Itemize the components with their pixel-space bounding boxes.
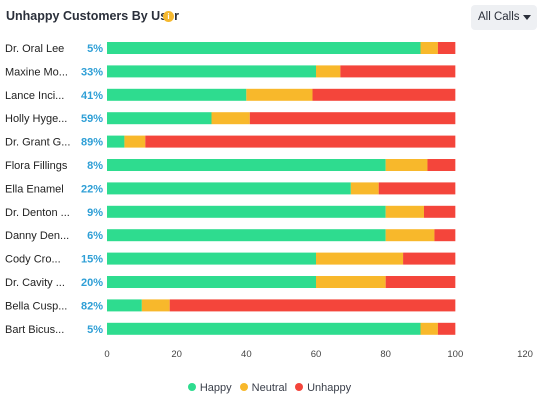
bar-segment-unhappy: [145, 135, 456, 148]
bar-segment-neutral: [385, 205, 424, 218]
category-label: Lance Inci...: [5, 90, 64, 102]
bar-segment-neutral: [420, 322, 438, 335]
legend-dot: [239, 383, 248, 391]
unhappy-percent-label: 8%: [87, 160, 103, 172]
bar-segment-happy: [107, 65, 316, 78]
unhappy-percent-label: 89%: [81, 137, 103, 149]
bar-segment-neutral: [316, 65, 341, 78]
bar-segment-neutral: [316, 276, 386, 288]
bar-segment-unhappy: [423, 205, 456, 218]
bar-segment-neutral: [316, 252, 404, 265]
bar-segment-happy: [107, 229, 386, 242]
caret-down-icon: [523, 15, 531, 20]
legend-item-neutral[interactable]: Neutral: [239, 382, 288, 394]
category-label: Danny Den...: [5, 230, 69, 242]
legend-label: Happy: [199, 382, 232, 394]
bar-segment-happy: [107, 322, 421, 335]
bar-segment-happy: [107, 112, 212, 125]
bar-segment-happy: [107, 159, 386, 171]
category-label: Holly Hyge...: [5, 113, 67, 125]
category-label: Dr. Cavity ...: [5, 277, 65, 289]
legend-dot: [295, 383, 304, 391]
category-label: Bart Bicus...: [5, 324, 64, 336]
bar-segment-unhappy: [434, 229, 456, 242]
call-filter-dropdown[interactable]: All Calls: [471, 5, 537, 30]
bar-segment-unhappy: [437, 42, 456, 54]
info-icon[interactable]: i: [163, 11, 174, 22]
unhappy-percent-label: 9%: [87, 207, 103, 219]
bar-segment-neutral: [124, 135, 146, 148]
unhappy-percent-label: 41%: [81, 90, 103, 102]
bar-segment-unhappy: [378, 182, 456, 195]
unhappy-percent-label: 22%: [81, 183, 103, 195]
bar-segment-unhappy: [312, 88, 456, 101]
call-filter-selected: All Calls: [478, 11, 520, 23]
bar-segment-neutral: [141, 299, 170, 312]
chart-header: Unhappy Customers By User i All Calls: [0, 0, 539, 36]
category-label: Dr. Grant G...: [5, 137, 70, 149]
x-tick-label: 80: [380, 349, 391, 360]
unhappy-percent-label: 5%: [87, 324, 103, 336]
category-label: Maxine Mo...: [5, 66, 68, 78]
legend-item-unhappy[interactable]: Unhappy: [295, 382, 351, 394]
chart-title: Unhappy Customers By User: [6, 9, 179, 23]
bar-segment-happy: [107, 135, 125, 148]
unhappy-percent-label: 59%: [81, 113, 103, 125]
stacked-bar-chart: Dr. Oral Lee 5% Maxine Mo... 33% Lance Inci.…: [5, 42, 533, 360]
bar-segment-neutral: [385, 229, 435, 242]
x-tick-label: 20: [171, 349, 182, 360]
legend-label: Unhappy: [307, 382, 352, 394]
bar-segment-unhappy: [437, 322, 456, 335]
bar-segment-unhappy: [403, 252, 456, 265]
legend-dot: [187, 383, 196, 391]
bar-segment-unhappy: [340, 65, 456, 78]
x-tick-label: 40: [241, 349, 252, 360]
bar-segment-happy: [107, 42, 421, 54]
legend-label: Neutral: [251, 382, 288, 394]
bar-segment-neutral: [211, 112, 250, 125]
x-tick-label: 100: [447, 349, 463, 360]
category-label: Flora Fillings: [5, 160, 68, 172]
x-tick-label: 120: [517, 349, 533, 360]
bar-segment-neutral: [246, 88, 313, 101]
unhappy-percent-label: 15%: [81, 254, 103, 266]
unhappy-percent-label: 5%: [87, 43, 103, 55]
bar-segment-unhappy: [169, 299, 456, 312]
unhappy-percent-label: 33%: [81, 66, 103, 78]
unhappy-percent-label: 20%: [81, 277, 103, 289]
bar-segment-unhappy: [249, 112, 456, 125]
category-label: Dr. Oral Lee: [5, 43, 64, 55]
unhappy-percent-label: 82%: [81, 300, 103, 312]
bar-segment-happy: [107, 182, 351, 195]
bar-segment-happy: [107, 88, 247, 101]
bar-segment-happy: [107, 252, 316, 265]
category-label: Cody Cro...: [5, 254, 61, 266]
x-tick-label: 60: [311, 349, 322, 360]
category-label: Dr. Denton ...: [5, 207, 70, 219]
bar-segment-neutral: [350, 182, 379, 195]
bar-segment-neutral: [420, 42, 438, 54]
bar-segment-neutral: [385, 159, 428, 171]
bar-segment-happy: [107, 205, 386, 218]
unhappy-percent-label: 6%: [87, 230, 103, 242]
legend-item-happy[interactable]: Happy: [187, 382, 232, 394]
chart-legend: Happy Neutral Unhappy: [0, 382, 539, 394]
bar-segment-unhappy: [385, 276, 456, 288]
bar-segment-unhappy: [427, 159, 456, 171]
category-label: Ella Enamel: [5, 183, 64, 195]
category-label: Bella Cusp...: [5, 300, 67, 312]
bar-segment-happy: [107, 299, 142, 312]
bar-segment-happy: [107, 276, 316, 288]
x-tick-label: 0: [104, 349, 109, 360]
